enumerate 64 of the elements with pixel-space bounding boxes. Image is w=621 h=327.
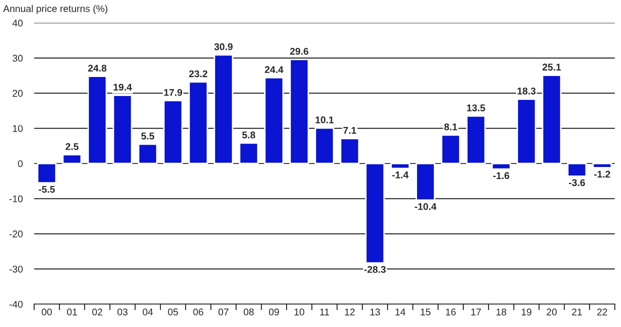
data-label: 2.5: [66, 143, 79, 150]
x-tick-label: 19: [522, 308, 532, 316]
x-tick-label: 06: [193, 308, 204, 316]
x-tick-label: 01: [66, 308, 77, 316]
x-tick-label: 08: [244, 308, 254, 316]
x-tick-label: 22: [597, 308, 608, 316]
y-tick-label: 40: [12, 20, 23, 27]
data-label: -10.4: [414, 203, 436, 210]
bar: [214, 54, 234, 164]
bar: [264, 77, 284, 164]
data-label: 18.3: [518, 88, 536, 94]
bar: [592, 162, 612, 168]
data-label: -1.4: [392, 172, 409, 178]
data-label: 24.8: [88, 64, 106, 72]
data-label: 29.6: [290, 48, 308, 55]
y-tick-label: 10: [12, 125, 23, 132]
x-tick-label: 16: [446, 308, 456, 316]
x-tick-label: 15: [420, 308, 430, 316]
bar: [62, 154, 82, 164]
data-label: 25.1: [542, 64, 561, 71]
y-tick-label: -40: [9, 300, 23, 308]
bar: [87, 76, 108, 164]
x-tick-label: 20: [546, 308, 557, 316]
y-tick-label: -10: [9, 195, 23, 202]
data-label: 13.5: [467, 104, 486, 112]
y-tick-label: -30: [9, 266, 23, 273]
y-tick-label: -20: [9, 230, 23, 238]
y-tick-label: 0: [18, 160, 23, 168]
y-axis-title: Annual price returns (%): [3, 4, 108, 14]
data-label: 5.5: [141, 132, 154, 140]
x-tick-label: 09: [268, 308, 279, 316]
bar: [491, 162, 511, 170]
bar: [567, 162, 587, 177]
data-label: 10.1: [316, 116, 334, 124]
data-label: 23.2: [189, 70, 208, 78]
x-tick-label: 17: [471, 308, 481, 316]
data-label: 7.1: [343, 127, 356, 134]
bar: [542, 74, 562, 164]
x-tick-label: 10: [294, 308, 304, 316]
y-tick-label: 30: [12, 54, 23, 62]
data-label: 30.9: [214, 43, 233, 50]
x-tick-label: 14: [396, 308, 406, 316]
x-tick-label: 05: [168, 308, 178, 316]
x-tick-label: 12: [345, 308, 355, 316]
data-label: 5.8: [242, 132, 256, 138]
data-label: 24.4: [264, 66, 284, 73]
data-label: 17.9: [164, 88, 182, 96]
x-tick-label: 21: [572, 308, 582, 316]
x-tick-label: 07: [218, 308, 228, 316]
data-label: 19.4: [114, 84, 132, 91]
x-tick-label: 13: [370, 308, 380, 316]
x-tick-label: 18: [496, 308, 506, 316]
data-label: -1.6: [493, 172, 510, 180]
x-tick-label: 11: [320, 308, 330, 316]
data-label: -3.6: [568, 179, 585, 186]
data-label: -5.5: [38, 186, 55, 193]
x-tick-label: 04: [142, 308, 153, 316]
x-tick-label: 00: [42, 308, 52, 316]
x-tick-label: 03: [117, 308, 128, 316]
y-tick-label: 20: [12, 90, 23, 97]
x-tick-label: 02: [92, 308, 102, 316]
data-label: -28.3: [364, 266, 386, 273]
data-label: -1.2: [594, 170, 610, 178]
data-label: 8.1: [444, 123, 458, 130]
